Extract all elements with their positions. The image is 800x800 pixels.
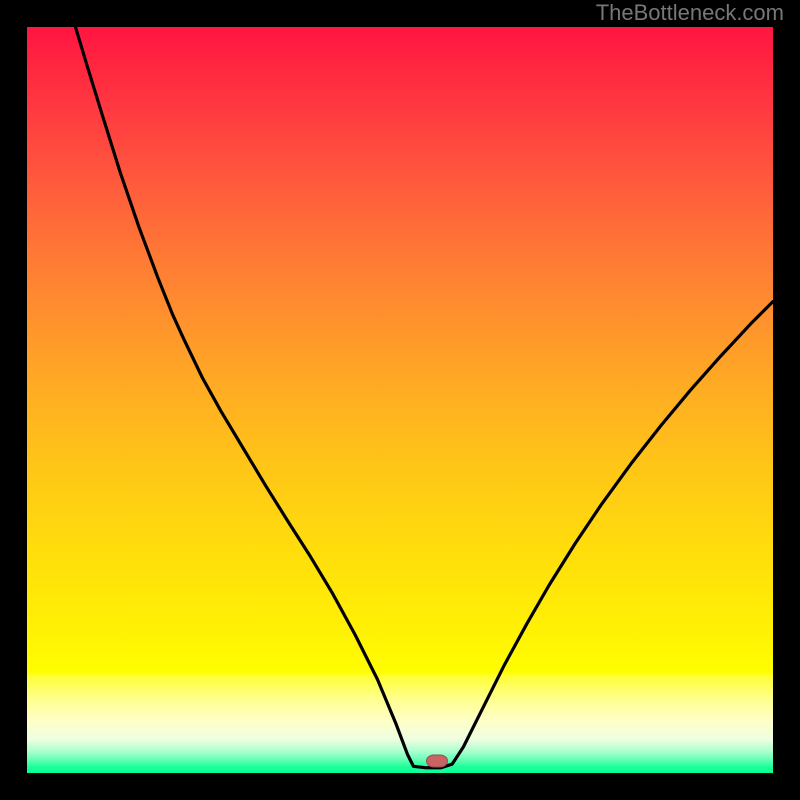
chart-plot-area	[27, 27, 773, 773]
watermark-text: TheBottleneck.com	[596, 0, 784, 26]
chart-min-marker	[426, 755, 448, 768]
chart-curve	[27, 27, 773, 773]
